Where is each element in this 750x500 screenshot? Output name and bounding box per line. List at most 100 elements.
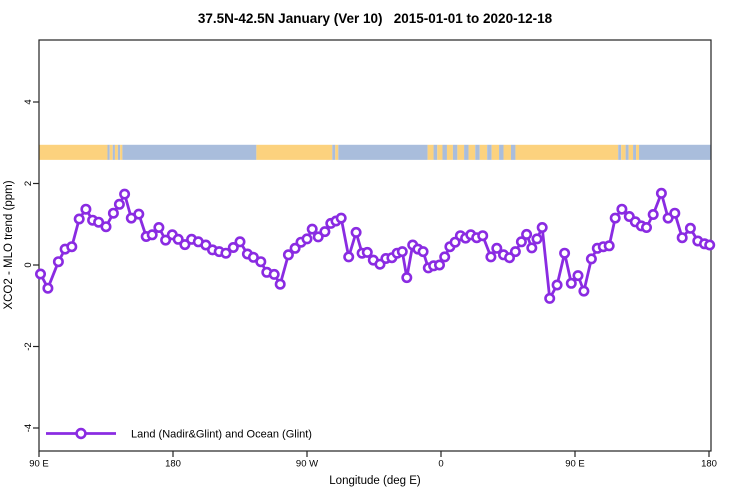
y-tick-label: 2 (23, 181, 34, 186)
legend-open-circle-marker (75, 427, 87, 440)
legend-label: Land (Nadir&Glint) and Ocean (Glint) (131, 429, 312, 441)
x-tick-label: 180 (165, 459, 181, 470)
data-point-marker (319, 226, 331, 238)
band-segment-land (628, 144, 634, 160)
band-segment-ocean (338, 144, 428, 160)
data-point-marker (509, 246, 521, 258)
data-point-marker (704, 239, 716, 251)
band-segment-land (109, 144, 113, 160)
data-point-marker (559, 247, 571, 259)
y-tick-label: -2 (23, 342, 34, 350)
data-point-marker (551, 279, 563, 291)
data-point-marker (676, 232, 688, 244)
band-segment-land (468, 144, 476, 160)
data-point-marker (66, 241, 78, 253)
band-segment-ocean (639, 144, 711, 160)
x-tick-label: 180 (701, 459, 717, 470)
legend: Land (Nadir&Glint) and Ocean (Glint) (46, 427, 312, 441)
data-point-marker (585, 253, 597, 265)
band-segment-ocean (633, 144, 637, 160)
data-point-marker (603, 240, 615, 252)
data-point-marker (491, 242, 503, 254)
band-segment-land (636, 144, 640, 160)
band-segment-ocean (464, 144, 469, 160)
band-segment-ocean (475, 144, 480, 160)
band-segment-ocean (452, 144, 458, 160)
data-point-marker (515, 236, 527, 248)
data-point-marker (73, 213, 85, 225)
y-tick-label: 4 (23, 99, 34, 104)
data-point-marker (220, 247, 232, 259)
band-segment-land (120, 144, 123, 160)
land-ocean-band (39, 144, 711, 160)
data-series (34, 187, 716, 304)
y-tick-label: 0 (23, 262, 34, 267)
data-point-marker (669, 207, 681, 219)
data-point-marker (396, 246, 408, 258)
data-point-marker (531, 233, 543, 245)
band-segment-land (114, 144, 118, 160)
data-point-marker (52, 256, 64, 268)
band-segment-ocean (510, 144, 516, 160)
data-point-marker (521, 228, 533, 240)
data-point-marker (234, 236, 246, 248)
data-point-marker (565, 277, 577, 289)
data-point-marker (655, 187, 667, 199)
data-point-marker (526, 242, 538, 254)
data-point-marker (179, 239, 191, 251)
band-segment-land (256, 144, 333, 160)
band-segment-land (39, 144, 108, 160)
data-point-marker (536, 222, 548, 234)
data-point-marker (433, 259, 445, 271)
data-point-marker (227, 242, 239, 254)
axes: 90 E 180 90 W 0 90 E 180 -4 -2 0 2 4 (23, 99, 717, 469)
data-point-marker (485, 251, 497, 263)
data-point-marker (439, 251, 451, 263)
data-point-marker (146, 229, 158, 241)
data-point-marker (107, 207, 119, 219)
data-point-marker (268, 268, 280, 280)
x-axis-label: Longitude (deg E) (329, 475, 421, 487)
data-point-marker (80, 203, 92, 215)
data-point-marker (172, 233, 184, 245)
y-tick-label: -4 (23, 424, 34, 432)
band-segment-land (457, 144, 465, 160)
band-segment-ocean (618, 144, 622, 160)
band-segment-ocean (117, 144, 121, 160)
data-point-marker (640, 222, 652, 234)
data-point-marker (361, 246, 373, 258)
y-axis-label: XCO2 - MLO trend (ppm) (3, 180, 15, 309)
band-segment-ocean (625, 144, 629, 160)
data-point-marker (647, 209, 659, 221)
data-point-marker (684, 222, 696, 234)
data-point-marker (42, 282, 54, 294)
band-segment-ocean (433, 144, 438, 160)
data-point-marker (609, 212, 621, 224)
band-segment-ocean (112, 144, 115, 160)
x-tick-label: 0 (438, 459, 443, 470)
data-point-marker (301, 233, 313, 245)
data-point-marker (34, 268, 46, 280)
x-tick-label: 90 E (565, 459, 585, 470)
data-point-marker (306, 223, 318, 235)
band-segment-land (446, 144, 453, 160)
data-point-marker (544, 292, 556, 304)
data-point-marker (350, 226, 362, 238)
data-point-marker (274, 278, 286, 290)
data-point-marker (312, 231, 324, 243)
data-point-marker (503, 252, 515, 264)
band-segment-ocean (332, 144, 336, 160)
band-segment-ocean (499, 144, 504, 160)
data-point-marker (572, 270, 584, 282)
x-tick-label: 90 W (296, 459, 318, 470)
data-point-marker (289, 242, 301, 254)
band-segment-land (335, 144, 339, 160)
data-point-marker (417, 246, 429, 258)
band-segment-land (515, 144, 619, 160)
data-point-marker (160, 234, 172, 246)
band-segment-land (479, 144, 488, 160)
data-point-marker (282, 249, 294, 261)
data-point-marker (477, 230, 489, 242)
band-segment-ocean (442, 144, 447, 160)
